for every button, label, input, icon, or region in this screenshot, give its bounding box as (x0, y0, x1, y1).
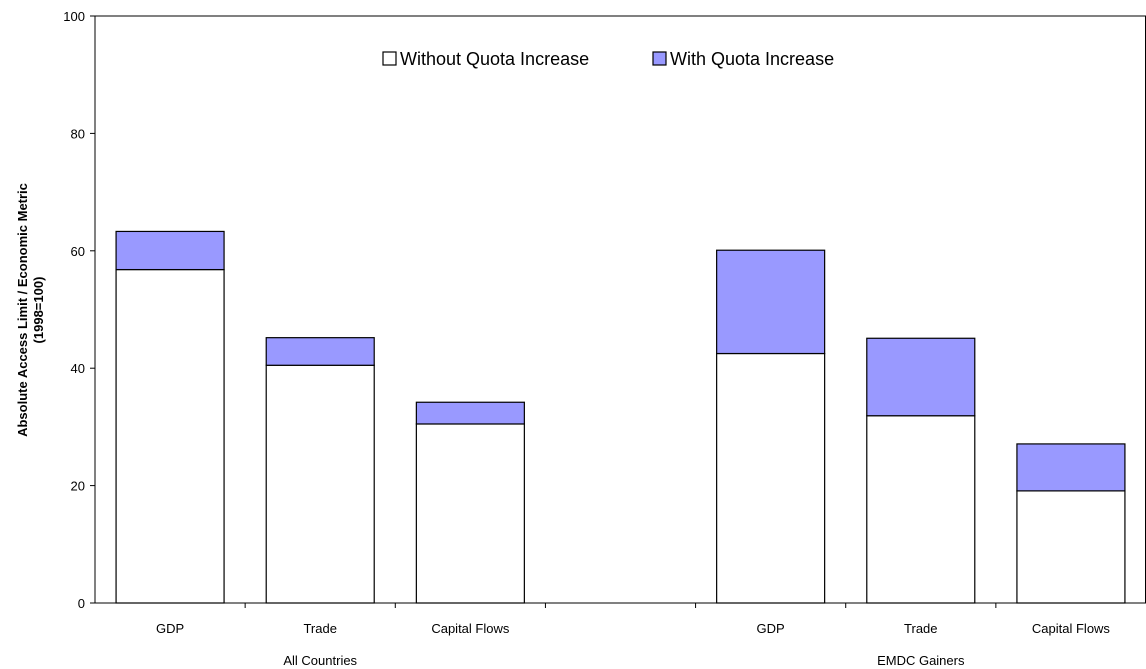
x-group-label: EMDC Gainers (877, 653, 965, 668)
legend: Without Quota Increase With Quota Increas… (382, 49, 834, 69)
y-tick-label: 0 (78, 596, 85, 611)
bar-with-quota (115, 230, 225, 271)
x-category-label: GDP (757, 621, 785, 636)
legend-label: Without Quota Increase (400, 49, 589, 69)
y-tick-label: 100 (63, 9, 85, 24)
x-category-label: Capital Flows (1032, 621, 1111, 636)
y-tick-label: 80 (71, 126, 85, 141)
bar-with-quota (866, 337, 976, 417)
bar-without-quota (716, 352, 826, 604)
y-tick-label: 20 (71, 479, 85, 494)
bar-with-quota (265, 337, 375, 366)
y-axis-title-line1: Absolute Access Limit / Economic Metric (15, 183, 30, 437)
legend-swatch (652, 51, 667, 66)
x-category-label: GDP (156, 621, 184, 636)
bar-with-quota (716, 249, 826, 355)
bar-without-quota (1016, 490, 1126, 604)
bar-without-quota (415, 423, 525, 604)
bar-with-quota (1016, 443, 1126, 492)
y-tick-label: 40 (71, 361, 85, 376)
x-category-label: Trade (904, 621, 937, 636)
bar-without-quota (115, 268, 225, 604)
y-tick-label: 60 (71, 244, 85, 259)
y-axis-title: Absolute Access Limit / Economic Metric … (15, 183, 46, 437)
legend-swatch (382, 51, 397, 66)
bar-without-quota (265, 364, 375, 604)
y-axis-title-line2: (1998=100) (31, 277, 46, 344)
bar-with-quota (415, 401, 525, 425)
x-category-label: Trade (303, 621, 336, 636)
x-group-label: All Countries (283, 653, 357, 668)
legend-label: With Quota Increase (670, 49, 834, 69)
bar-without-quota (866, 415, 976, 604)
plot-area: 0 20 40 60 80 100 GDP Trade Capital Flows GDP Trad… (63, 9, 1146, 668)
x-category-label: Capital Flows (431, 621, 510, 636)
